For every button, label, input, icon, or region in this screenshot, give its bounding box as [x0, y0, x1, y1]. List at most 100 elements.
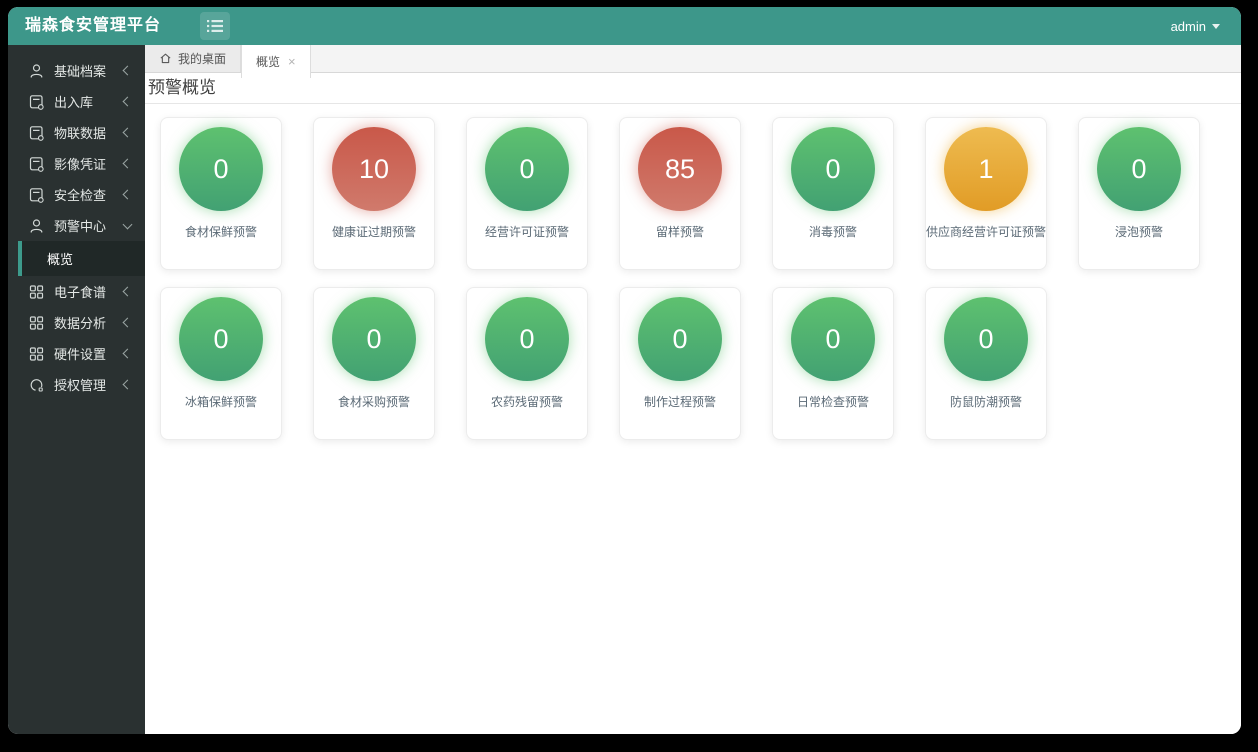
top-header: 瑞森食安管理平台 admin: [8, 7, 1241, 45]
sidebar-item-label: 电子食谱: [54, 285, 107, 300]
sidebar-item-label: 物联数据: [54, 126, 107, 141]
warning-count: 0: [825, 323, 841, 354]
form-icon: [29, 125, 44, 141]
warning-card[interactable]: 1 供应商经营许可证预警: [925, 117, 1047, 270]
warning-card[interactable]: 10 健康证过期预警: [313, 117, 435, 270]
warning-count-bubble: 0: [791, 127, 875, 211]
chevron-left-icon: [122, 65, 133, 76]
warning-card-label: 食材保鲜预警: [184, 225, 257, 239]
warning-count-bubble: 0: [179, 297, 263, 381]
warning-count: 0: [366, 323, 382, 354]
sidebar-subitem-概览[interactable]: 概览: [18, 241, 145, 276]
warning-count: 85: [664, 153, 696, 184]
warning-card[interactable]: 85 留样预警: [619, 117, 741, 270]
tab-overview[interactable]: 概览 ×: [241, 45, 311, 78]
chevron-left-icon: [122, 317, 133, 328]
chevron-left-icon: [122, 127, 133, 138]
sidebar-item-预警中心[interactable]: 预警中心: [8, 210, 145, 241]
tab-bar: 我的桌面 概览 ×: [145, 45, 1241, 78]
warning-card-label: 消毒预警: [808, 225, 857, 239]
warning-card[interactable]: 0 防鼠防潮预警: [925, 287, 1047, 440]
chevron-left-icon: [122, 189, 133, 200]
home-icon: [159, 52, 172, 65]
sidebar-item-label: 数据分析: [54, 316, 107, 331]
sidebar-item-label: 授权管理: [54, 378, 107, 393]
chevron-left-icon: [122, 158, 133, 169]
warning-count: 0: [672, 323, 688, 354]
warning-card[interactable]: 0 冰箱保鲜预警: [160, 287, 282, 440]
warning-card-label: 经营许可证预警: [484, 225, 569, 239]
sidebar-item-电子食谱[interactable]: 电子食谱: [8, 276, 145, 307]
sidebar-item-label: 硬件设置: [54, 347, 107, 362]
grid-icon: [29, 346, 44, 362]
sidebar-item-基础档案[interactable]: 基础档案: [8, 55, 145, 86]
warning-count: 0: [213, 323, 229, 354]
sidebar-item-安全检查[interactable]: 安全检查: [8, 179, 145, 210]
warning-count: 0: [213, 153, 229, 184]
chevron-left-icon: [122, 286, 133, 297]
warning-card-label: 农药残留预警: [490, 395, 563, 409]
warning-count-bubble: 0: [1097, 127, 1181, 211]
sidebar-item-label: 基础档案: [54, 64, 107, 79]
app-title: 瑞森食安管理平台: [25, 17, 162, 34]
user-menu[interactable]: admin: [1171, 7, 1220, 45]
sidebar-item-硬件设置[interactable]: 硬件设置: [8, 338, 145, 369]
app-window: 瑞森食安管理平台 admin 基础档案 出入库 物联数据 影像凭证 安全检查 预警中心 概览…: [8, 7, 1241, 734]
warning-count-bubble: 1: [944, 127, 1028, 211]
user-icon: [29, 218, 44, 234]
close-icon[interactable]: ×: [288, 54, 296, 69]
chevron-down-icon: [122, 219, 133, 229]
sidebar-item-数据分析[interactable]: 数据分析: [8, 307, 145, 338]
warning-count-bubble: 0: [638, 297, 722, 381]
warning-card-label: 供应商经营许可证预警: [926, 225, 1047, 239]
warning-card-label: 食材采购预警: [337, 395, 410, 409]
sidebar-toggle-button[interactable]: [200, 12, 230, 40]
warning-card[interactable]: 0 食材保鲜预警: [160, 117, 282, 270]
warning-count-bubble: 0: [179, 127, 263, 211]
chevron-left-icon: [122, 348, 133, 359]
warning-card[interactable]: 0 食材采购预警: [313, 287, 435, 440]
warning-card[interactable]: 0 浸泡预警: [1078, 117, 1200, 270]
username: admin: [1170, 18, 1206, 34]
sidebar-item-物联数据[interactable]: 物联数据: [8, 117, 145, 148]
warning-count: 0: [519, 323, 535, 354]
warning-count-bubble: 0: [332, 297, 416, 381]
sidebar-item-授权管理[interactable]: 授权管理: [8, 369, 145, 400]
sidebar-item-出入库[interactable]: 出入库: [8, 86, 145, 117]
circle-auth-icon: [29, 377, 44, 393]
warning-card-label: 防鼠防潮预警: [949, 395, 1022, 409]
warning-card-label: 浸泡预警: [1114, 225, 1163, 239]
warning-card[interactable]: 0 日常检查预警: [772, 287, 894, 440]
form-icon: [29, 156, 44, 172]
warning-card-label: 留样预警: [655, 225, 704, 239]
warning-card-label: 日常检查预警: [796, 395, 869, 409]
tab-label: 概览: [256, 55, 281, 69]
warning-card-label: 制作过程预警: [643, 395, 716, 409]
warning-count: 1: [978, 153, 994, 184]
warning-count: 0: [978, 323, 994, 354]
warning-cards-grid: 0 食材保鲜预警 10 健康证过期预警 0 经营许可证预警 85 留样预警 0 消毒预警 1 供应商经…: [145, 104, 1241, 440]
warning-count: 0: [825, 153, 841, 184]
warning-count-bubble: 0: [944, 297, 1028, 381]
sidebar-item-label: 影像凭证: [54, 157, 107, 172]
warning-count-bubble: 0: [485, 127, 569, 211]
sidebar-subitem-label: 概览: [47, 252, 74, 267]
sidebar-item-label: 出入库: [54, 95, 94, 110]
page-title: 预警概览: [145, 73, 1241, 104]
warning-count-bubble: 10: [332, 127, 416, 211]
tab-my-desktop[interactable]: 我的桌面: [145, 45, 242, 72]
warning-count: 0: [1131, 153, 1147, 184]
main-content: 我的桌面 概览 × 预警概览 0 食材保鲜预警 10 健康证过期预警 0 经营许可证预警 8…: [145, 45, 1241, 734]
sidebar-item-影像凭证[interactable]: 影像凭证: [8, 148, 145, 179]
chevron-left-icon: [122, 96, 133, 107]
warning-card[interactable]: 0 经营许可证预警: [466, 117, 588, 270]
sidebar-item-label: 安全检查: [54, 188, 107, 203]
warning-card[interactable]: 0 农药残留预警: [466, 287, 588, 440]
warning-card-label: 健康证过期预警: [331, 225, 416, 239]
chevron-down-icon: [1212, 23, 1220, 29]
warning-count: 10: [358, 153, 390, 184]
sidebar-nav: 基础档案出入库物联数据影像凭证安全检查预警中心概览电子食谱数据分析硬件设置授权管…: [8, 45, 145, 734]
form-icon: [29, 187, 44, 203]
warning-card[interactable]: 0 消毒预警: [772, 117, 894, 270]
warning-card[interactable]: 0 制作过程预警: [619, 287, 741, 440]
